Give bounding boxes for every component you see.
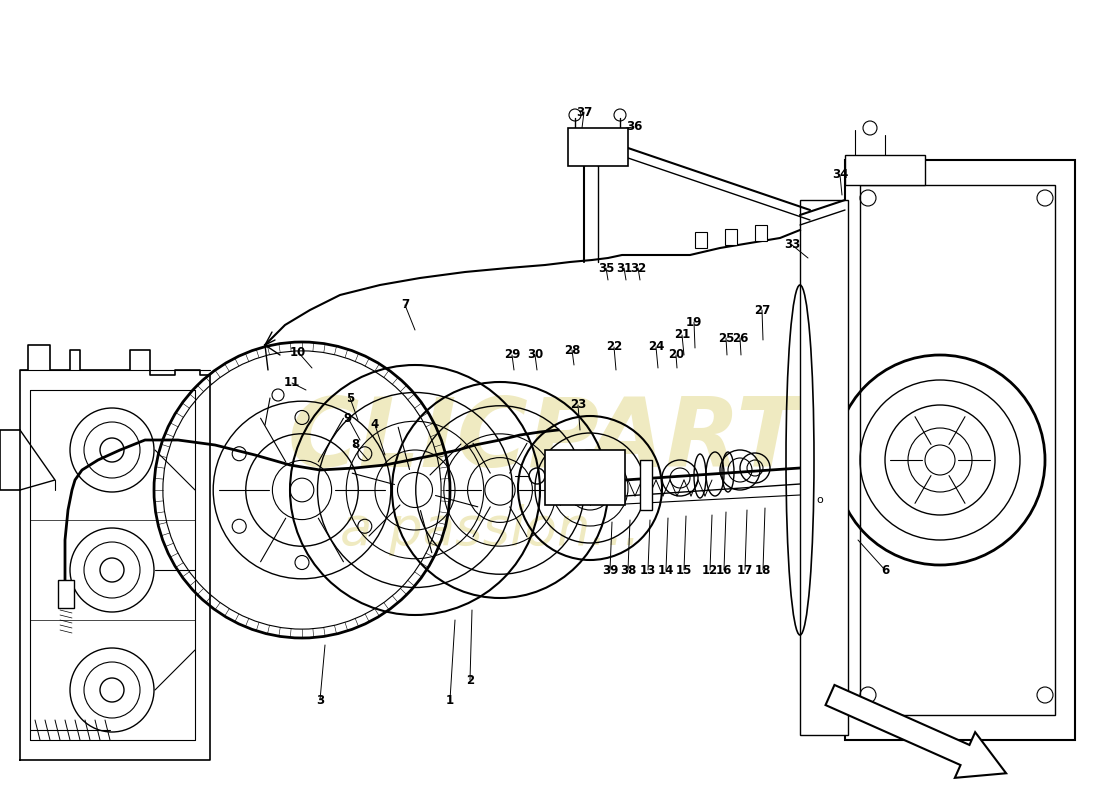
Bar [725, 229, 737, 245]
Bar [640, 460, 652, 510]
Text: 32: 32 [630, 262, 646, 274]
Text: 5: 5 [345, 391, 354, 405]
Text: 9: 9 [344, 411, 352, 425]
Text: 31: 31 [616, 262, 632, 274]
Text: 2: 2 [466, 674, 474, 686]
Text: 12: 12 [702, 563, 718, 577]
Text: 37: 37 [576, 106, 592, 118]
Bar [755, 225, 767, 241]
Text: 23: 23 [570, 398, 586, 411]
Text: 16: 16 [716, 563, 733, 577]
Bar [845, 155, 925, 185]
Text: a passion...: a passion... [340, 504, 640, 556]
Text: 7: 7 [400, 298, 409, 311]
Text: 30: 30 [527, 349, 543, 362]
Bar [58, 580, 74, 608]
Text: 17: 17 [737, 563, 754, 577]
Bar [845, 160, 1075, 740]
Text: 38: 38 [619, 563, 636, 577]
Text: 21: 21 [674, 329, 690, 342]
Text: 28: 28 [564, 343, 580, 357]
Text: 29: 29 [504, 349, 520, 362]
Bar [860, 185, 1055, 715]
Text: 34: 34 [832, 169, 848, 182]
Text: 18: 18 [755, 563, 771, 577]
Text: 13: 13 [640, 563, 656, 577]
Text: 4: 4 [371, 418, 380, 431]
Text: 24: 24 [648, 341, 664, 354]
Text: 3: 3 [316, 694, 324, 706]
Text: 33: 33 [784, 238, 800, 251]
Text: 11: 11 [284, 377, 300, 390]
Text: o: o [816, 495, 824, 505]
Bar [544, 450, 625, 505]
Text: 6: 6 [881, 563, 889, 577]
Text: 22: 22 [606, 341, 623, 354]
Text: 25: 25 [718, 331, 734, 345]
Text: 35: 35 [597, 262, 614, 274]
Text: 39: 39 [602, 563, 618, 577]
FancyArrow shape [825, 685, 1006, 778]
Text: 15: 15 [675, 563, 692, 577]
Text: CLICPARTS: CLICPARTS [287, 394, 872, 486]
Bar [568, 128, 628, 166]
Text: 20: 20 [668, 349, 684, 362]
Text: 1: 1 [446, 694, 454, 706]
Text: 26: 26 [732, 331, 748, 345]
Bar [800, 200, 848, 735]
Text: 36: 36 [626, 121, 642, 134]
Text: 14: 14 [658, 563, 674, 577]
Bar [695, 232, 707, 248]
Text: 10: 10 [290, 346, 306, 358]
Text: 19: 19 [685, 315, 702, 329]
Text: 27: 27 [754, 303, 770, 317]
Text: 8: 8 [351, 438, 359, 451]
